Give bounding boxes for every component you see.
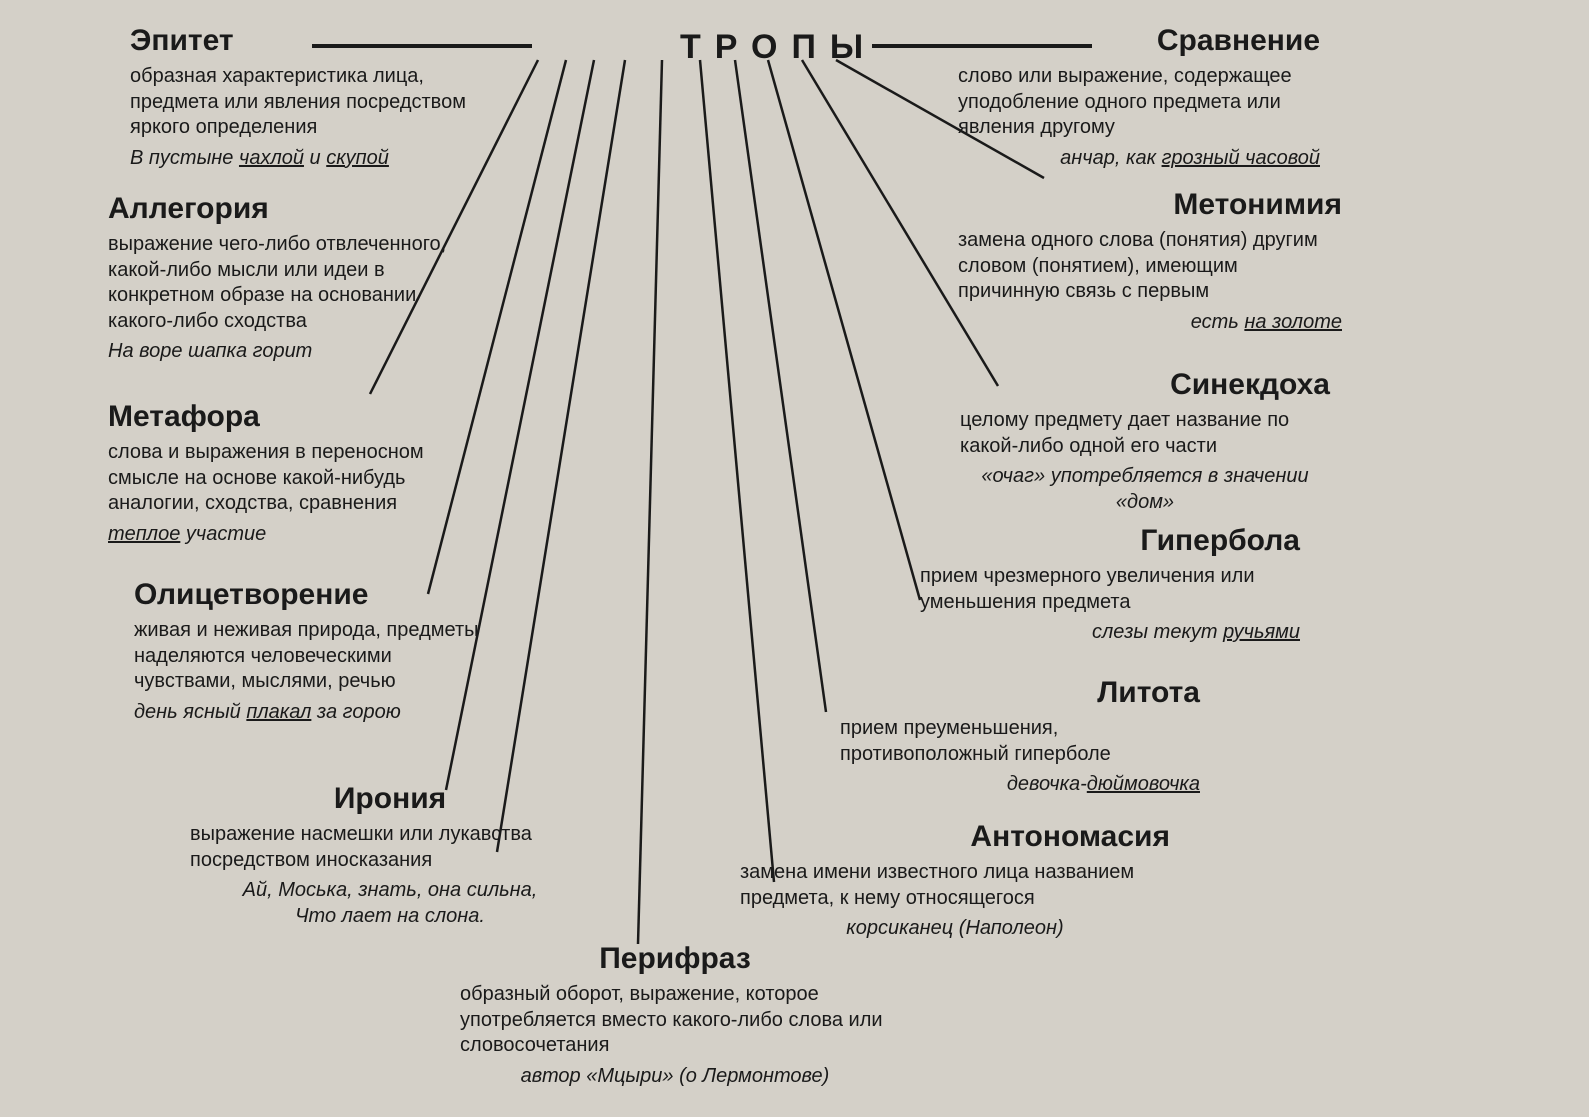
trope-desc: замена одного слова (понятия) другим сло… [958,228,1342,305]
trope-example: есть на золоте [958,309,1342,335]
trope-metonymy: Метонимия замена одного слова (понятия) … [958,188,1342,335]
trope-desc: образный оборот, выражение, которое упот… [460,982,890,1059]
trope-desc: прием чрезмерного увеличения или уменьше… [920,564,1300,615]
trope-desc: живая и неживая природа, предметы наделя… [134,618,494,695]
trope-example: анчар, как грозный часовой [958,145,1320,171]
trope-title: Аллегория [108,192,468,226]
trope-desc: слово или выражение, содержащее уподобле… [958,64,1320,141]
trope-title: Метонимия [958,188,1342,222]
trope-metaphor: Метафора слова и выражения в переносном … [108,400,462,547]
trope-periphrasis: Перифраз образный оборот, выражение, кот… [460,942,890,1089]
trope-litotes: Литота прием преуменьшения, противополож… [840,676,1200,797]
trope-title: Метафора [108,400,462,434]
trope-desc: прием преуменьшения, противоположный гип… [840,716,1200,767]
center-title: ТРОПЫ [680,28,877,67]
trope-example: корсиканец (Наполеон) [740,915,1170,941]
trope-title: Эпитет [130,24,470,58]
trope-antonomasia: Антономасия замена имени известного лица… [740,820,1170,941]
trope-example: слезы текут ручьями [920,619,1300,645]
trope-desc: образная характеристика лица, предмета и… [130,64,470,141]
trope-example: На воре шапка горит [108,338,468,364]
trope-synecdoche: Синекдоха целому предмету дает название … [960,368,1330,515]
trope-desc: замена имени известного лица названием п… [740,860,1170,911]
diagram-canvas: ТРОПЫ Эпитет образная характеристика лиц… [0,0,1589,1117]
trope-title: Ирония [190,782,590,816]
trope-comparison: Сравнение слово или выражение, содержаще… [958,24,1320,171]
trope-desc: выражение насмешки или лукавства посредс… [190,822,590,873]
trope-desc: слова и выражения в переносном смысле на… [108,440,462,517]
trope-example: теплое участие [108,521,462,547]
trope-desc: выражение чего-либо отвлеченного, какой-… [108,232,468,334]
trope-example: девочка-дюймовочка [840,771,1200,797]
trope-personification: Олицетворение живая и неживая природа, п… [134,578,494,725]
trope-example: день ясный плакал за горою [134,699,494,725]
trope-title: Литота [840,676,1200,710]
trope-title: Синекдоха [960,368,1330,402]
trope-desc: целому предмету дает название по какой-л… [960,408,1330,459]
trope-example: автор «Мцыри» (о Лермонтове) [460,1063,890,1089]
trope-epitet: Эпитет образная характеристика лица, пре… [130,24,470,171]
trope-example: В пустыне чахлой и скупой [130,145,470,171]
trope-example: Ай, Моська, знать, она сильна, Что лает … [190,877,590,929]
trope-title: Гипербола [920,524,1300,558]
trope-title: Олицетворение [134,578,494,612]
trope-title: Сравнение [958,24,1320,58]
trope-irony: Ирония выражение насмешки или лукавства … [190,782,590,929]
trope-title: Антономасия [740,820,1170,854]
trope-hyperbole: Гипербола прием чрезмерного увеличения и… [920,524,1300,645]
trope-example: «очаг» употребляется в значении «дом» [960,463,1330,515]
trope-title: Перифраз [460,942,890,976]
trope-allegory: Аллегория выражение чего-либо отвлеченно… [108,192,468,364]
